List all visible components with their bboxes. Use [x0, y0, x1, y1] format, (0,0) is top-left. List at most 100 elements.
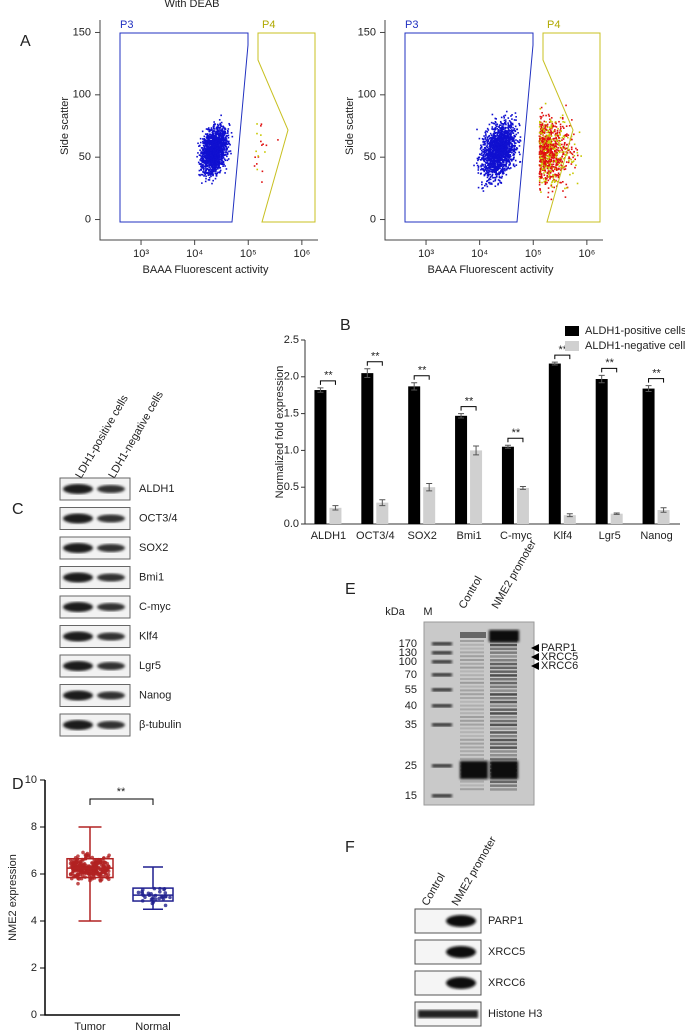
- event: [222, 156, 225, 159]
- bar: [361, 373, 374, 524]
- event: [209, 167, 212, 169]
- event: [210, 153, 213, 156]
- event: [542, 151, 545, 154]
- marker-band: [432, 723, 452, 727]
- event: [539, 121, 542, 124]
- marker-label: 35: [405, 719, 417, 731]
- event: [487, 155, 490, 157]
- event: [541, 159, 544, 161]
- event: [570, 158, 573, 161]
- event: [547, 145, 550, 148]
- event: [501, 172, 504, 175]
- event: [214, 172, 217, 175]
- event: [498, 166, 501, 168]
- event: [486, 157, 489, 159]
- arrowhead: [531, 653, 539, 661]
- event: [498, 142, 501, 145]
- event: [220, 146, 223, 149]
- event: [561, 148, 563, 150]
- event: [514, 159, 517, 162]
- event: [212, 152, 215, 155]
- event: [515, 139, 517, 141]
- event: [256, 168, 259, 171]
- event: [504, 127, 507, 130]
- event: [207, 172, 210, 174]
- event: [505, 153, 508, 155]
- event: [219, 131, 222, 133]
- event: [544, 157, 546, 160]
- event: [492, 164, 495, 167]
- event: [202, 142, 204, 144]
- x-tick-label: 10⁶: [293, 248, 310, 260]
- event: [560, 157, 562, 160]
- event: [562, 135, 565, 137]
- event: [562, 157, 565, 160]
- event: [211, 148, 213, 150]
- event: [205, 163, 208, 165]
- event: [496, 123, 499, 126]
- event: [207, 134, 209, 137]
- event: [496, 163, 498, 166]
- event: [204, 180, 207, 183]
- event: [552, 173, 554, 176]
- event: [548, 140, 550, 142]
- event: [480, 157, 483, 159]
- event: [205, 128, 208, 130]
- event: [512, 150, 515, 152]
- row-label: XRCC6: [488, 977, 525, 989]
- event: [555, 145, 558, 148]
- event: [539, 155, 542, 157]
- event: [576, 151, 579, 154]
- event: [539, 124, 541, 126]
- event: [196, 155, 198, 158]
- event: [554, 134, 557, 136]
- event: [214, 177, 217, 180]
- event: [206, 142, 209, 144]
- band: [63, 484, 93, 494]
- event: [488, 158, 490, 160]
- event: [500, 141, 503, 143]
- event: [496, 125, 498, 128]
- event: [547, 149, 550, 152]
- event: [548, 163, 551, 166]
- error-bar: [426, 483, 433, 492]
- marker-label: 100: [399, 656, 417, 668]
- lane-band: [460, 681, 484, 684]
- event: [493, 163, 496, 166]
- lane-band: [490, 697, 517, 700]
- event: [206, 147, 208, 149]
- event: [220, 152, 223, 154]
- event: [213, 137, 215, 139]
- event: [484, 142, 486, 145]
- event: [491, 174, 494, 177]
- event: [548, 121, 551, 124]
- event: [503, 117, 506, 119]
- event: [215, 157, 218, 159]
- event: [503, 158, 506, 161]
- event: [213, 128, 216, 130]
- event: [553, 168, 556, 170]
- y-axis-label: NME2 expression: [7, 854, 19, 941]
- event: [215, 164, 218, 167]
- event: [514, 130, 516, 132]
- event: [261, 144, 263, 146]
- event: [200, 154, 202, 157]
- event: [482, 190, 485, 192]
- event: [544, 156, 546, 159]
- significance: **: [324, 370, 333, 382]
- event: [550, 150, 553, 153]
- significance-bracket: [319, 380, 336, 385]
- lane-band: [490, 693, 517, 696]
- event: [538, 180, 541, 182]
- event: [540, 132, 542, 134]
- event: [218, 126, 220, 129]
- event: [542, 168, 544, 171]
- event: [515, 164, 518, 166]
- event: [212, 139, 215, 142]
- event: [557, 162, 560, 165]
- lane-label: M: [423, 606, 432, 618]
- blot-strip: [59, 684, 131, 707]
- event: [503, 164, 506, 166]
- legend-label: ALDH1-positive cells: [585, 325, 685, 337]
- event: [493, 176, 495, 179]
